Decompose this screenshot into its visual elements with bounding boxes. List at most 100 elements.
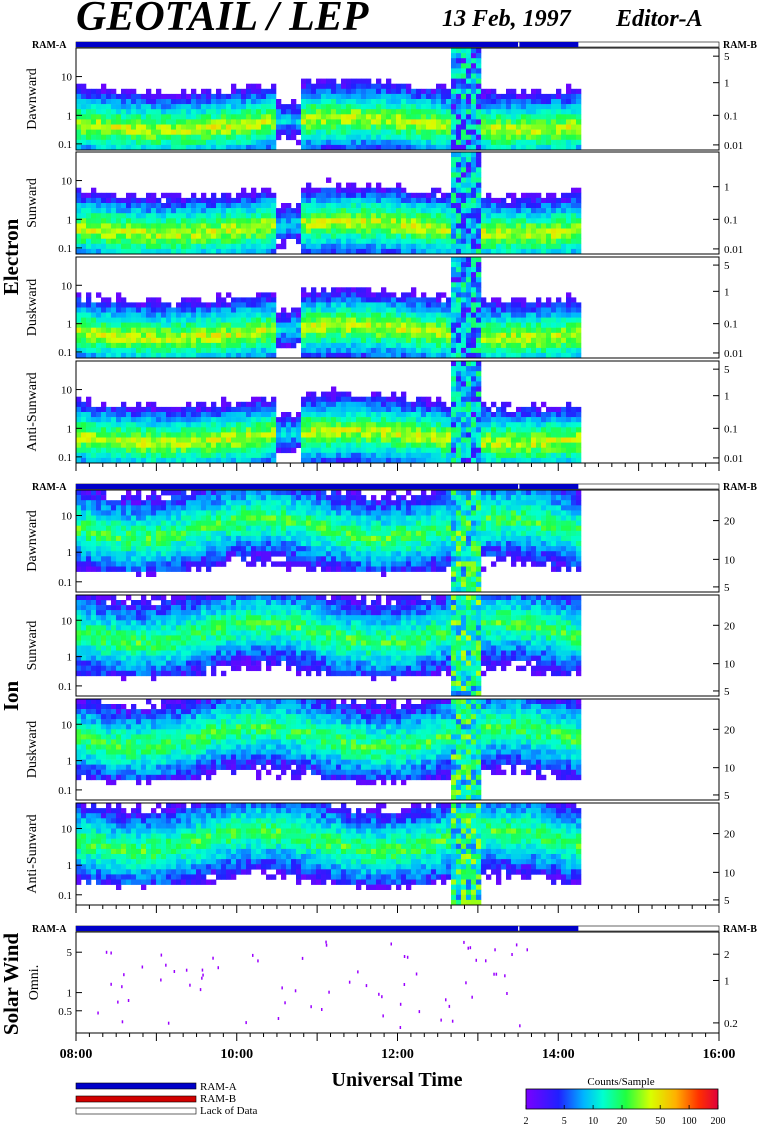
y-tick-label: 10 <box>61 176 73 188</box>
spectrogram-image <box>76 48 582 151</box>
ram-a-label: RAM-A <box>32 924 67 935</box>
right-tick-label: 1 <box>724 391 730 403</box>
legend-swatch-ram-b <box>75 1095 197 1103</box>
legend-swatch-ram-a <box>75 1082 197 1090</box>
y-tick-label: 10 <box>61 824 73 836</box>
y-tick-label: 0.1 <box>58 890 72 902</box>
panel-ylabel: Duskward <box>25 279 40 337</box>
right-tick-label: 0.01 <box>724 244 743 256</box>
panel-ylabel: Anti-Sunward <box>25 372 40 451</box>
y-tick-label: 1 <box>67 214 73 226</box>
right-tick-label: 0.1 <box>724 423 738 435</box>
panel-electron-dawnward: Dawnward 10 1 0.1 5 1 0.1 0.01 <box>25 47 743 152</box>
y-tick-label: 0.1 <box>58 681 72 693</box>
right-tick-label: 5 <box>724 895 730 907</box>
panel-frame <box>75 47 720 151</box>
group-label-solar-wind: Solar Wind <box>0 933 23 1035</box>
right-tick-label: 1 <box>724 975 730 987</box>
colorbar-tick-label: 5 <box>562 1116 567 1127</box>
ram-bars: RAM-A RAM-B RAM-A RAM-B RAM-A RAM-B <box>32 40 757 935</box>
y-tick-label: 0.1 <box>58 577 72 589</box>
colorbar-tick-label: 2 <box>524 1116 529 1127</box>
right-tick-label: 5 <box>724 51 730 63</box>
ram-row-1: RAM-A RAM-B <box>32 40 757 51</box>
y-tick-label: 1 <box>67 988 73 1000</box>
colorbar-tick-label: 20 <box>617 1116 627 1127</box>
ram-b-label: RAM-B <box>723 482 757 493</box>
y-tick-label: 10 <box>61 385 73 397</box>
legend-label-lack-of-data: Lack of Data <box>200 1105 258 1117</box>
spectrogram-image <box>76 699 582 801</box>
x-tick-label: 10:00 <box>220 1047 253 1062</box>
ram-b-label: RAM-B <box>723 924 757 935</box>
time-axis: 08:00 10:00 12:00 14:00 16:00 <box>60 463 735 1062</box>
y-tick-label: 1 <box>67 319 73 331</box>
panel-ion-dawnward: Dawnward 10 1 0.1 20 10 5 <box>25 489 736 594</box>
right-tick-label: 5 <box>724 260 730 272</box>
right-tick-label: 20 <box>724 620 736 632</box>
right-tick-label: 1 <box>724 286 730 298</box>
panel-ion-sunward: Sunward 10 1 0.1 20 10 5 <box>25 594 736 698</box>
right-tick-label: 5 <box>724 790 730 802</box>
ram-a-bar <box>76 926 519 931</box>
right-tick-label: 10 <box>724 763 736 775</box>
panel-frame <box>75 698 720 801</box>
x-tick-label: 08:00 <box>60 1047 93 1062</box>
right-tick-label: 0.01 <box>724 348 743 360</box>
right-tick-label: 20 <box>724 516 736 528</box>
y-tick-label: 1 <box>67 860 73 872</box>
spectrogram-image <box>76 361 582 464</box>
panel-frame <box>75 489 720 593</box>
panel-electron-duskward: Duskward 10 1 0.1 5 1 0.1 0.01 <box>25 256 743 360</box>
ram-a-label: RAM-A <box>32 482 67 493</box>
panel-electron-anti-sunward: Anti-Sunward 10 1 0.1 5 1 0.1 0.01 <box>25 360 743 465</box>
ram-a-bar <box>76 484 519 489</box>
y-tick-label: 10 <box>61 719 73 731</box>
x-axis-title: Universal Time <box>332 1069 463 1091</box>
colorbar-tick-label: 50 <box>655 1116 665 1127</box>
colorbar-tick-label: 100 <box>682 1116 697 1127</box>
ram-a-bar <box>519 42 579 47</box>
y-tick-label: 0.1 <box>58 139 72 151</box>
y-tick-label: 0.5 <box>58 1006 72 1018</box>
y-tick-label: 1 <box>67 756 73 768</box>
right-tick-label: 20 <box>724 829 736 841</box>
colorbar-tick-label: 200 <box>711 1116 726 1127</box>
y-tick-label: 0.1 <box>58 785 72 797</box>
colorbar-title: Counts/Sample <box>587 1076 654 1088</box>
panel-ion-duskward: Duskward 10 1 0.1 20 10 5 <box>25 698 736 802</box>
panel-electron-sunward: Sunward 10 1 0.1 1 0.1 0.01 <box>25 151 743 256</box>
spectrogram-image <box>76 490 582 593</box>
y-tick-label: 0.1 <box>58 347 72 359</box>
ram-a-label: RAM-A <box>32 40 67 51</box>
y-tick-label: 10 <box>61 615 73 627</box>
x-tick-label: 14:00 <box>542 1047 575 1062</box>
right-tick-label: 0.01 <box>724 140 743 152</box>
ram-a-bar <box>76 42 519 47</box>
y-tick-label: 10 <box>61 511 73 523</box>
panel-ylabel: Dawnward <box>25 68 40 129</box>
panel-ylabel: Omni. <box>27 965 42 1000</box>
colorbar-tick-label: 10 <box>588 1116 598 1127</box>
ram-legend: RAM-A RAM-B Lack of Data <box>75 1081 258 1117</box>
panel-ylabel: Sunward <box>25 178 40 228</box>
panel-frame <box>75 151 720 255</box>
panel-solar-wind-omni-: Omni. 5 1 0.5 2 1 0.2 <box>27 931 738 1034</box>
panel-frame <box>75 256 720 359</box>
right-tick-label: 10 <box>724 867 736 879</box>
y-tick-label: 1 <box>67 110 73 122</box>
x-tick-label: 12:00 <box>381 1047 414 1062</box>
spectrogram-panels: Dawnward 10 1 0.1 5 1 0.1 0.01 Sunward 10 1 0.1 1 0.1… <box>25 47 743 1034</box>
y-tick-label: 1 <box>67 547 73 559</box>
ram-b-label: RAM-B <box>723 40 757 51</box>
group-label-electron: Electron <box>0 218 23 295</box>
ram-a-bar <box>519 926 579 931</box>
right-tick-label: 10 <box>724 554 736 566</box>
panel-ylabel: Dawnward <box>25 510 40 571</box>
right-tick-label: 10 <box>724 659 736 671</box>
right-tick-label: 1 <box>724 78 730 90</box>
right-tick-label: 1 <box>724 182 730 194</box>
spectrogram-image <box>76 803 582 906</box>
right-tick-label: 20 <box>724 724 736 736</box>
